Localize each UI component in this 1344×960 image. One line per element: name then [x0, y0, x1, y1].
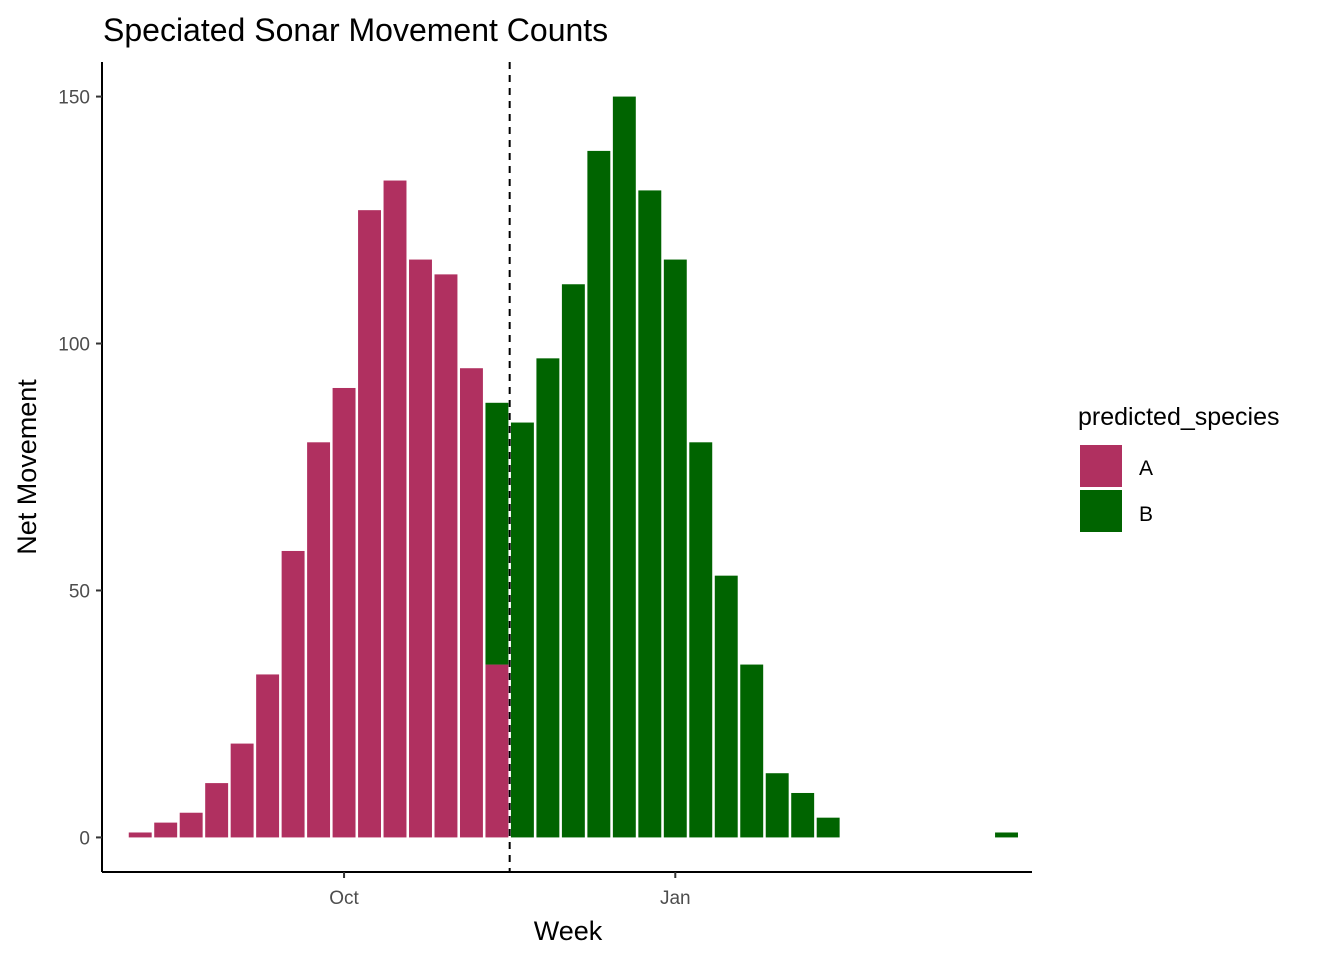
bar-a-week-9 — [332, 387, 356, 838]
legend: predicted_species A B — [1078, 403, 1280, 532]
bar-a-week-2 — [154, 822, 178, 838]
x-tick-label-oct: Oct — [329, 888, 359, 909]
bar-a-week-1 — [128, 832, 152, 838]
bar-b-week-26 — [765, 773, 789, 838]
y-tick-label-150: 150 — [58, 88, 90, 109]
bars-layer — [128, 96, 1018, 838]
bar-a-week-13 — [434, 274, 458, 838]
bar-b-week-35 — [995, 832, 1018, 838]
bar-b-week-28 — [816, 817, 840, 838]
bar-b-week-18 — [561, 284, 585, 838]
bar-a-week-4 — [205, 783, 229, 838]
legend-key-b — [1080, 490, 1122, 532]
y-tick-label-0: 0 — [79, 828, 90, 849]
bar-b-week-16 — [510, 422, 534, 838]
bar-a-week-12 — [409, 259, 432, 838]
bar-a-week-10 — [358, 210, 381, 838]
bar-b-week-27 — [791, 792, 815, 838]
legend-label-a: A — [1139, 457, 1153, 480]
bar-b-week-25 — [740, 664, 764, 838]
bar-b-week-21 — [638, 190, 662, 838]
bar-b-week-24 — [714, 575, 738, 838]
bar-a-week-15 — [485, 664, 509, 838]
bar-a-week-6 — [256, 674, 280, 838]
bar-b-week-17 — [536, 358, 560, 838]
bar-a-week-14 — [459, 368, 483, 838]
y-axis-title: Net Movement — [12, 379, 42, 555]
bar-a-week-7 — [281, 550, 305, 838]
bar-b-week-19 — [587, 150, 611, 838]
bar-a-week-11 — [383, 180, 407, 838]
y-tick-label-50: 50 — [69, 581, 90, 602]
bar-b-week-22 — [663, 259, 687, 838]
chart-title: Speciated Sonar Movement Counts — [103, 12, 608, 48]
bar-a-week-5 — [230, 743, 254, 838]
bar-b-week-15 — [485, 402, 509, 665]
x-tick-label-jan: Jan — [660, 888, 691, 909]
x-axis-title: Week — [534, 916, 603, 946]
bar-b-week-23 — [689, 442, 713, 838]
legend-title: predicted_species — [1078, 403, 1280, 431]
bar-a-week-3 — [179, 812, 203, 838]
legend-label-b: B — [1139, 503, 1153, 526]
y-tick-label-100: 100 — [58, 335, 90, 356]
bar-b-week-20 — [612, 96, 636, 838]
bar-a-week-8 — [307, 442, 331, 838]
axes-layer: 0 50 100 150 Oct Jan — [58, 62, 1032, 909]
legend-key-a — [1080, 445, 1122, 487]
